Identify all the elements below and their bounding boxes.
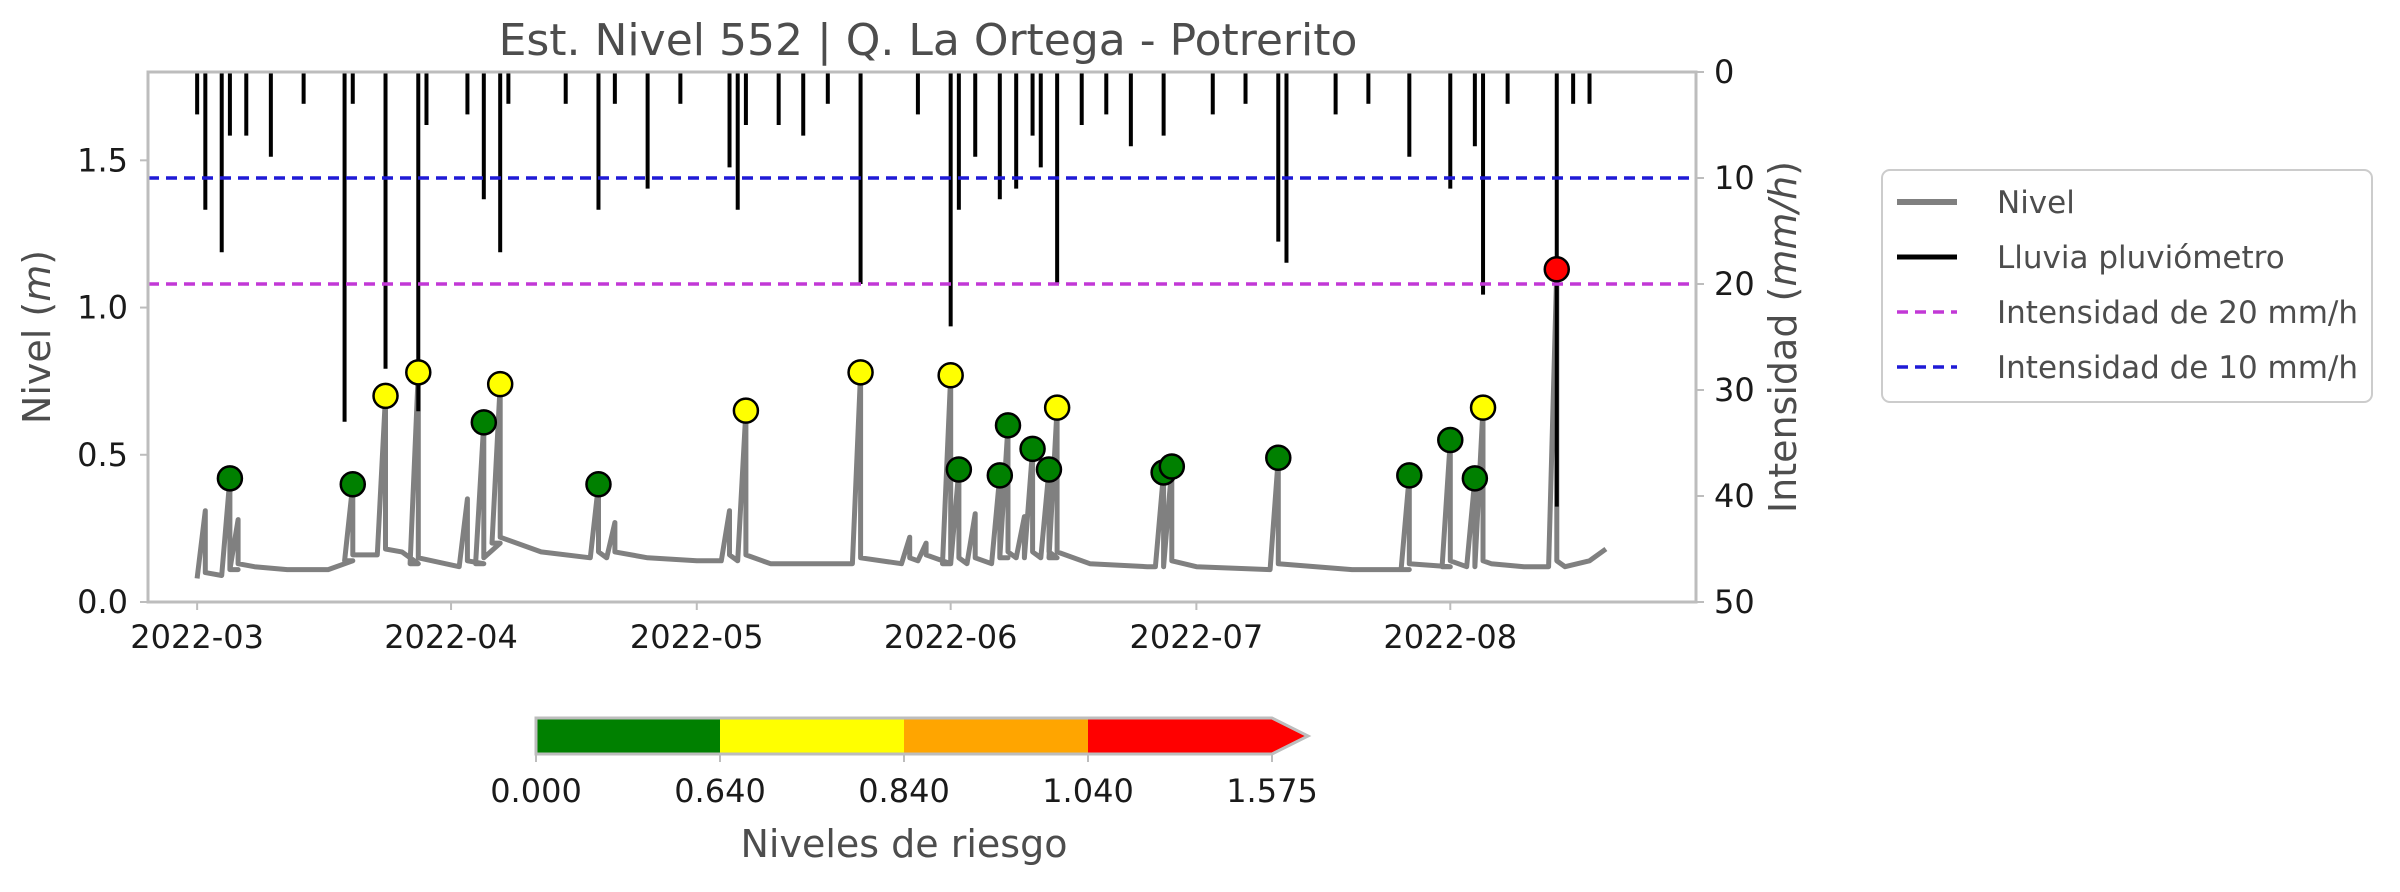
- level-marker: [470, 409, 498, 436]
- y-right-tick-label: 10: [1714, 159, 1755, 197]
- level-marker: [732, 397, 760, 424]
- x-tick-label: 2022-05: [630, 618, 764, 656]
- colorbar-tick-label: 0.840: [858, 772, 950, 810]
- level-marker: [1035, 456, 1063, 483]
- x-tick-label: 2022-04: [384, 618, 518, 656]
- colorbar-tick-label: 0.640: [674, 772, 766, 810]
- y-right-tick-label: 20: [1714, 265, 1755, 303]
- colorbar-tick-label: 1.575: [1226, 772, 1318, 810]
- y-right-tick-label: 0: [1714, 53, 1734, 91]
- chart-title: Est. Nivel 552 | Q. La Ortega - Potrerit…: [499, 15, 1358, 66]
- plot-area: [146, 70, 1698, 604]
- y-right-tick-label: 40: [1714, 477, 1755, 515]
- level-markers: [216, 256, 1571, 498]
- level-marker: [405, 359, 432, 386]
- y-axis-right-label: Intensidad (mm/h): [1761, 161, 1805, 513]
- level-marker: [994, 412, 1022, 439]
- level-marker: [1437, 426, 1464, 454]
- colorbar-segment: [536, 718, 720, 754]
- y-axis-left: 0.0 0.5 1.0 1.5: [77, 141, 148, 621]
- level-marker: [1461, 465, 1489, 492]
- y-left-tick-label: 0.0: [77, 583, 128, 621]
- y-left-tick-label: 1.0: [77, 289, 128, 327]
- level-marker: [1265, 444, 1292, 471]
- x-tick-label: 2022-03: [130, 618, 264, 656]
- rain-series: [195, 72, 1592, 507]
- level-marker: [1019, 435, 1046, 463]
- colorbar-tick-label: 1.040: [1042, 772, 1134, 810]
- level-marker: [945, 456, 973, 483]
- level-marker: [585, 470, 612, 498]
- threshold-lines: [148, 176, 1696, 286]
- level-marker: [1396, 462, 1423, 489]
- legend-label-10mmh: Intensidad de 10 mm/h: [1997, 350, 2358, 386]
- x-tick-label: 2022-07: [1130, 618, 1264, 656]
- level-marker: [1543, 256, 1571, 283]
- level-marker: [847, 359, 874, 386]
- level-marker: [216, 465, 244, 492]
- y-left-tick-label: 0.5: [77, 436, 128, 474]
- plot-frame: [146, 70, 1698, 604]
- nivel-line: [194, 266, 1608, 579]
- colorbar-label: Niveles de riesgo: [741, 822, 1068, 866]
- level-marker: [1469, 394, 1497, 421]
- level-marker: [1043, 394, 1071, 421]
- colorbar-ticks: 0.000 0.640 0.840 1.040 1.575: [490, 754, 1318, 810]
- colorbar-tick-label: 0.000: [490, 772, 582, 810]
- x-tick-label: 2022-08: [1383, 618, 1517, 656]
- colorbar-segment: [904, 718, 1088, 754]
- level-marker: [986, 462, 1014, 489]
- legend: Nivel Lluvia pluviómetro Intensidad de 2…: [1881, 169, 2373, 403]
- legend-label-lluvia: Lluvia pluviómetro: [1997, 240, 2285, 276]
- nivel-series: [194, 266, 1608, 579]
- colorbar-segment: [1088, 718, 1308, 754]
- y-right-tick-label: 50: [1714, 583, 1755, 621]
- level-marker: [339, 470, 367, 498]
- y-axis-right: 0 10 20 30 40 50: [1696, 53, 1755, 621]
- colorbar-segments: [534, 716, 1312, 756]
- x-tick-label: 2022-06: [884, 618, 1018, 656]
- colorbar-outline: [534, 716, 1312, 756]
- colorbar: 0.000 0.640 0.840 1.040 1.575 Niveles de rie…: [490, 716, 1318, 866]
- level-marker: [937, 362, 964, 389]
- legend-frame: [1881, 169, 2373, 403]
- colorbar-segment: [720, 718, 904, 754]
- x-axis: 2022-03 2022-04 2022-05 2022-06 2022-07 2022-…: [130, 602, 1517, 656]
- level-marker: [1158, 453, 1186, 480]
- y-left-tick-label: 1.5: [77, 141, 128, 179]
- level-marker: [486, 370, 514, 398]
- legend-label-20mmh: Intensidad de 20 mm/h: [1997, 295, 2358, 331]
- y-axis-left-label: Nivel (m): [15, 250, 59, 424]
- y-right-tick-label: 30: [1714, 371, 1755, 409]
- level-marker: [372, 382, 399, 410]
- legend-label-nivel: Nivel: [1997, 185, 2075, 221]
